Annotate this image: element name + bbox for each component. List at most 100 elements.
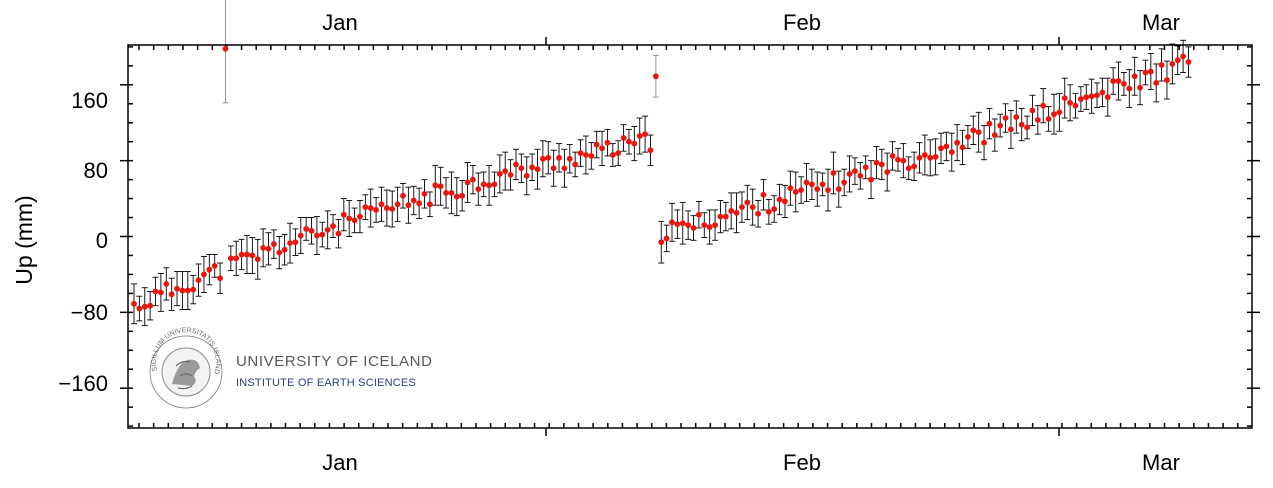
y-tick-label-0: 0 (96, 228, 108, 253)
data-point-marker (927, 154, 934, 161)
data-point-marker (201, 271, 207, 278)
data-point-marker (615, 150, 622, 156)
data-point-marker (814, 186, 821, 192)
data-point-marker (636, 133, 643, 139)
data-point-marker (728, 208, 735, 214)
data-point-marker (862, 164, 869, 171)
data-point-marker (948, 149, 955, 156)
data-point-marker (722, 213, 729, 220)
data-point-marker (873, 159, 880, 166)
data-point-marker (174, 285, 180, 292)
data-point-marker (421, 190, 428, 197)
data-point-marker (561, 165, 568, 172)
data-point-marker (739, 204, 745, 211)
data-point-marker (1008, 126, 1014, 133)
data-point-marker (443, 189, 449, 196)
data-point-marker (227, 255, 234, 262)
data-point-marker (717, 213, 724, 220)
data-point-marker (669, 219, 675, 226)
data-point-marker (981, 139, 987, 146)
data-point-marker (437, 183, 444, 190)
data-point-marker (502, 168, 509, 174)
data-point-marker (792, 189, 799, 195)
data-point-marker (782, 198, 788, 205)
data-point-marker (803, 179, 810, 186)
data-point-marker (905, 165, 912, 172)
data-point-marker (190, 286, 197, 293)
data-point-marker (1164, 77, 1170, 83)
data-point-marker (712, 222, 718, 229)
data-point-marker (335, 230, 342, 237)
data-point-marker (631, 140, 638, 147)
data-point-marker (696, 211, 702, 218)
data-point-marker (244, 251, 250, 258)
data-point-marker (1147, 68, 1154, 75)
data-point-marker (1072, 102, 1079, 109)
data-point-marker (303, 226, 310, 232)
data-point-marker (470, 176, 476, 183)
data-point-marker (604, 139, 611, 146)
data-point-marker (367, 205, 374, 211)
data-point-marker (534, 166, 541, 173)
data-point-marker (1029, 107, 1036, 114)
x-tick-label-bottom-mar: Mar (1142, 450, 1180, 475)
data-point-marker (539, 155, 546, 162)
data-point-marker (690, 225, 697, 231)
data-point-marker (609, 152, 616, 158)
data-point-marker (556, 154, 562, 161)
data-point-marker (1115, 78, 1122, 84)
data-point-marker (507, 171, 514, 178)
data-point-marker (975, 129, 982, 136)
institute-name: INSTITUTE OF EARTH SCIENCES (236, 377, 416, 389)
data-point-marker (1018, 121, 1025, 128)
data-markers (131, 45, 1192, 312)
data-point-marker (884, 169, 891, 175)
data-point-marker (620, 135, 627, 141)
data-point-marker (136, 305, 143, 312)
data-point-marker (324, 226, 331, 233)
data-point-marker (991, 132, 998, 138)
data-point-marker (453, 193, 460, 200)
data-point-marker (760, 191, 767, 198)
data-point-marker (292, 239, 299, 246)
data-point-marker (238, 251, 245, 258)
data-point-marker (916, 154, 923, 161)
data-point-marker (486, 182, 492, 189)
data-point-marker (701, 222, 708, 229)
data-point-marker (1094, 92, 1100, 99)
data-point-marker (1153, 80, 1160, 86)
plot-frame (127, 44, 1253, 429)
data-point-marker (841, 179, 848, 186)
data-point-marker (1185, 59, 1192, 65)
data-point-marker (572, 161, 579, 168)
y-axis-label: Up (mm) (11, 195, 37, 284)
data-point-marker (1137, 84, 1143, 91)
data-point-marker (970, 127, 977, 134)
data-point-marker (179, 287, 186, 294)
data-point-marker (846, 171, 853, 177)
data-point-marker (1174, 57, 1181, 64)
data-point-marker (184, 287, 191, 294)
data-point-marker (276, 249, 283, 256)
data-point-marker (642, 131, 648, 138)
data-point-marker (346, 215, 353, 222)
outlier-point-marker (222, 45, 229, 52)
data-point-marker (1034, 116, 1041, 123)
data-point-marker (932, 153, 939, 160)
data-point-marker (1002, 115, 1009, 121)
data-point-marker (297, 232, 304, 239)
data-point-marker (835, 186, 842, 192)
data-point-marker (373, 207, 379, 213)
data-point-marker (394, 201, 401, 208)
data-point-marker (400, 192, 406, 199)
data-point-marker (889, 153, 896, 159)
data-point-marker (410, 197, 417, 204)
seal-text: SIGILLUM UNIVERSITATIS ISLANDIAE (0, 0, 221, 375)
data-point-marker (1051, 111, 1057, 118)
data-point-marker (868, 176, 874, 183)
data-point-marker (1169, 61, 1176, 67)
data-point-marker (744, 199, 751, 206)
data-point-marker (819, 181, 826, 188)
data-point-marker (459, 192, 466, 199)
x-tick-label-bottom-feb: Feb (783, 450, 821, 475)
